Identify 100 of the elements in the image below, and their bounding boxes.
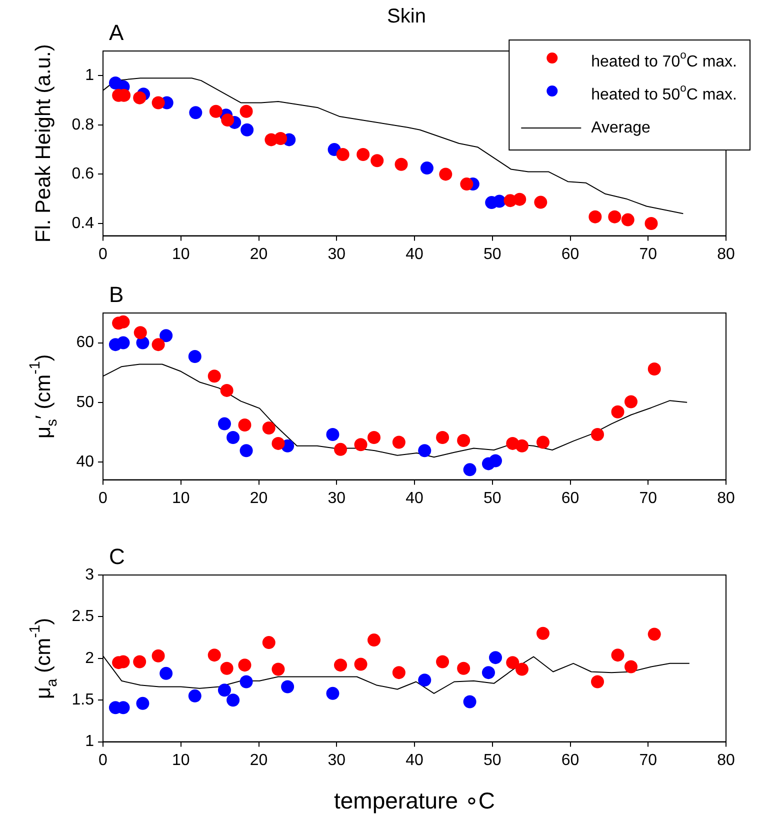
x-tick-label: 50: [483, 490, 502, 507]
point: [624, 395, 638, 408]
x-tick-label: 70: [639, 752, 658, 769]
y-tick-label: 0.6: [72, 166, 94, 183]
point: [460, 178, 474, 191]
point: [621, 213, 634, 226]
point: [208, 648, 221, 662]
legend-label: Average: [591, 119, 651, 136]
point: [226, 431, 240, 444]
point: [608, 210, 622, 224]
point: [272, 436, 285, 450]
text: A: [109, 20, 124, 46]
point: [152, 649, 165, 662]
point: [420, 162, 434, 175]
x-tick-label: 0: [98, 490, 108, 507]
point: [152, 96, 165, 110]
y-tick-label: 50: [76, 394, 94, 411]
x-axis-title: temperature ∘C: [334, 787, 496, 814]
point: [334, 658, 348, 672]
x-tick-label: 70: [639, 490, 658, 507]
point: [439, 168, 452, 181]
point: [488, 454, 502, 468]
point: [226, 694, 240, 707]
point: [418, 444, 432, 458]
point: [368, 431, 381, 444]
x-tick-label: 40: [406, 752, 424, 769]
point: [240, 123, 254, 136]
point: [133, 91, 146, 104]
point: [218, 684, 231, 697]
point: [208, 370, 221, 383]
x-tick-label: 30: [328, 246, 346, 263]
point: [624, 660, 638, 674]
y-axis-title: Fl. Peak Height (a.u.): [32, 44, 55, 243]
y-axis-title: μs′ (cm-1): [28, 354, 60, 439]
y-axis-title: μa (cm-1): [28, 618, 60, 699]
y-tick-label: 1: [85, 733, 94, 750]
point: [418, 674, 432, 687]
point: [354, 438, 368, 452]
text: C: [109, 544, 125, 570]
point: [238, 418, 252, 432]
x-tick-label: 0: [98, 752, 108, 769]
x-tick-label: 60: [561, 490, 580, 507]
point: [262, 636, 276, 650]
x-tick-label: 60: [561, 752, 580, 769]
x-tick-label: 80: [717, 490, 735, 507]
x-tick-label: 40: [406, 246, 424, 263]
point: [188, 350, 202, 363]
point: [354, 658, 368, 671]
point: [240, 444, 253, 458]
point: [220, 662, 234, 675]
point: [160, 329, 173, 342]
point: [116, 336, 130, 350]
point: [240, 675, 253, 688]
point: [134, 326, 147, 340]
point: [436, 655, 450, 668]
x-tick-label: 50: [483, 752, 502, 769]
point: [588, 210, 602, 224]
x-tick-label: 30: [328, 490, 346, 507]
point: [436, 431, 450, 444]
point: [644, 216, 658, 230]
point: [334, 442, 348, 456]
point: [534, 196, 548, 209]
y-tick-label: 1.5: [72, 692, 94, 709]
point: [356, 148, 370, 161]
y-tick-label: 40: [76, 453, 94, 470]
point: [189, 106, 202, 120]
point: [591, 675, 604, 688]
point: [336, 148, 350, 161]
point: [238, 658, 252, 672]
point: [272, 662, 285, 676]
point: [326, 686, 340, 700]
x-tick-label: 20: [250, 490, 268, 507]
point: [160, 666, 173, 680]
text: B: [109, 282, 124, 308]
x-tick-label: 20: [250, 246, 268, 263]
x-tick-label: 50: [483, 246, 502, 263]
point: [370, 154, 384, 168]
point: [281, 680, 294, 694]
point: [240, 104, 253, 118]
point: [488, 651, 502, 664]
y-tick-label: 3: [85, 566, 94, 584]
point: [152, 338, 165, 352]
x-tick-label: 80: [717, 246, 735, 263]
y-tick-label: 0.8: [72, 116, 94, 134]
point: [133, 655, 146, 668]
point: [394, 158, 408, 171]
point: [492, 194, 506, 208]
x-tick-label: 80: [717, 752, 735, 769]
x-tick-label: 40: [406, 490, 424, 507]
point: [136, 696, 150, 710]
x-tick-label: 10: [172, 752, 190, 769]
x-tick-label: 10: [172, 490, 190, 507]
point: [463, 695, 476, 708]
point: [209, 104, 222, 118]
x-tick-label: 30: [328, 752, 346, 769]
y-tick-label: 1: [85, 67, 94, 84]
point: [515, 439, 528, 452]
point: [513, 192, 526, 206]
x-tick-label: 60: [561, 246, 580, 263]
point: [591, 428, 604, 442]
